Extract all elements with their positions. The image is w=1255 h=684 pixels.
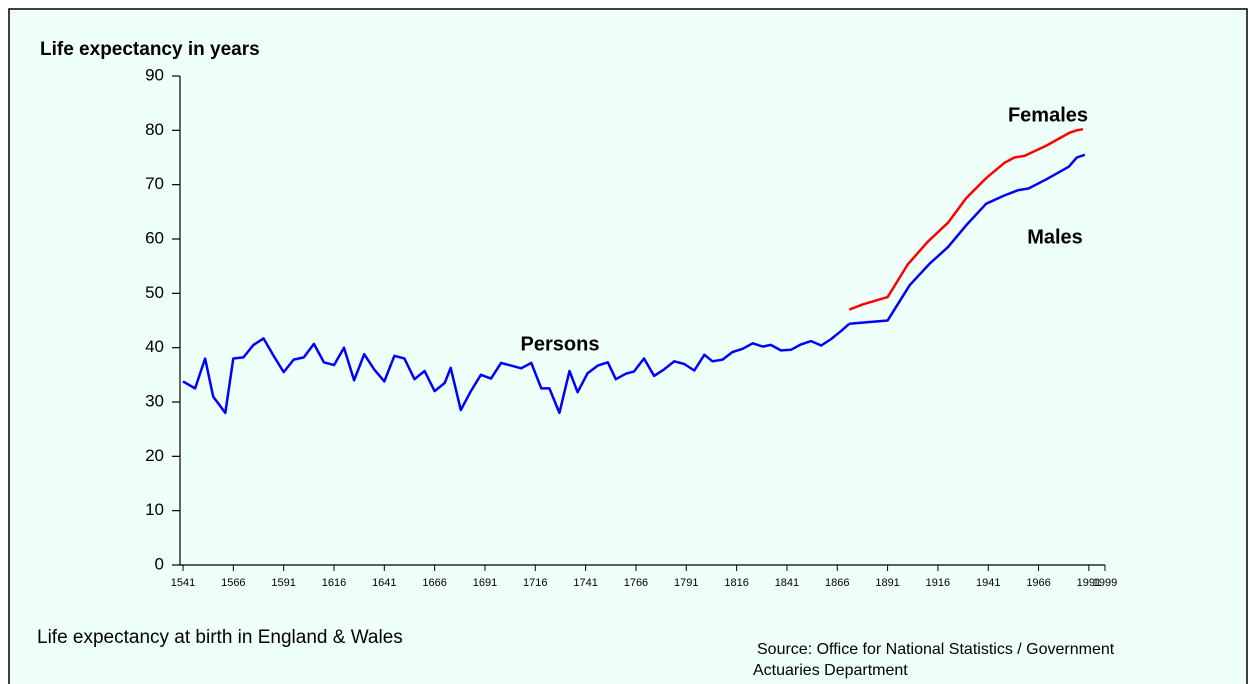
x-tick-label: 1816	[724, 577, 748, 589]
y-tick-label: 50	[145, 283, 164, 302]
x-tick-label: 1541	[171, 577, 195, 589]
source-line: Actuaries Department	[753, 662, 908, 679]
x-tick-label: 1841	[775, 577, 799, 589]
x-tick-label: 1991	[1077, 577, 1101, 589]
x-tick-label: 1691	[473, 577, 497, 589]
x-tick-label: 1716	[523, 577, 547, 589]
x-tick-label: 1666	[422, 577, 446, 589]
x-tick-label: 1999	[1093, 577, 1117, 589]
series-label: Females	[1008, 104, 1088, 126]
x-tick-label: 1966	[1026, 577, 1050, 589]
series-line	[848, 127, 1084, 311]
x-tick-label: 1566	[221, 577, 245, 589]
y-tick-label: 40	[145, 337, 164, 356]
x-tick-label: 1791	[674, 577, 698, 589]
x-tick-label: 1891	[875, 577, 899, 589]
x-tick-label: 1741	[573, 577, 597, 589]
y-tick-label: 70	[145, 174, 164, 193]
x-tick-label: 1941	[976, 577, 1000, 589]
x-tick-label: 1641	[372, 577, 396, 589]
y-tick-label: 60	[145, 228, 164, 247]
y-tick-label: 20	[145, 446, 164, 465]
y-tick-label: 80	[145, 120, 164, 139]
x-tick-label: 1916	[926, 577, 950, 589]
series-line	[182, 322, 851, 415]
y-axis-label: Life expectancy in years	[40, 39, 260, 60]
source-line: Source: Office for National Statistics /…	[757, 641, 1115, 658]
series-label: Persons	[521, 333, 600, 355]
series-label: Males	[1027, 226, 1083, 248]
caption: Life expectancy at birth in England & Wa…	[37, 627, 403, 648]
frame	[8, 8, 1248, 684]
y-tick-label: 10	[145, 500, 164, 519]
y-tick-label: 30	[145, 391, 164, 410]
series-line	[849, 153, 1086, 326]
x-tick-label: 1616	[322, 577, 346, 589]
x-tick-label: 1766	[624, 577, 648, 589]
x-tick-label: 1591	[271, 577, 295, 589]
y-tick-label: 90	[145, 65, 164, 84]
y-tick-label: 0	[155, 554, 164, 573]
x-tick-label: 1866	[825, 577, 849, 589]
